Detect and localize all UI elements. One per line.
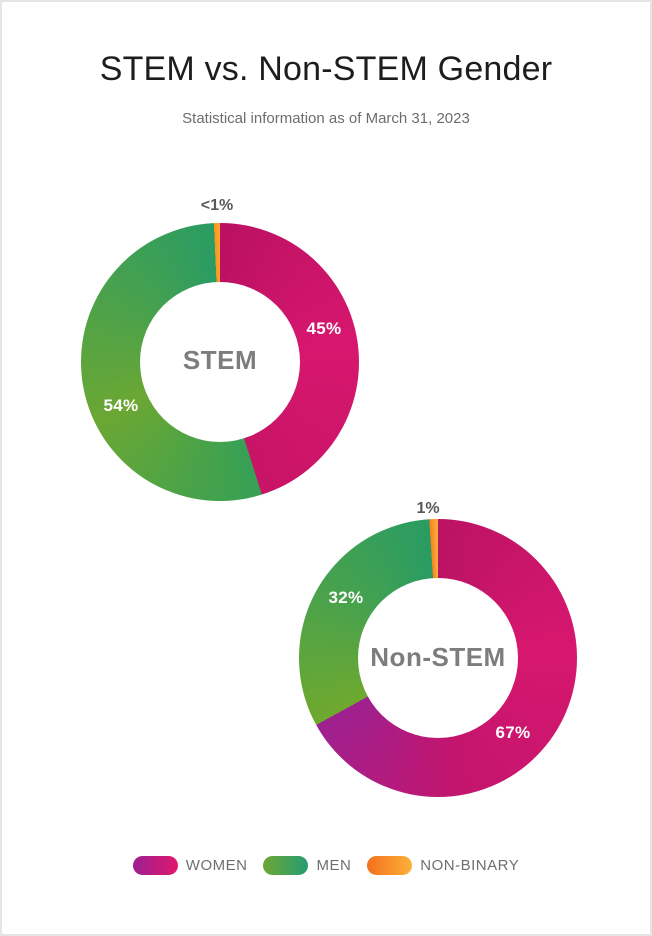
legend-label-men: MEN [316, 857, 352, 874]
nonstem-men-value-label: 32% [328, 588, 364, 607]
nonstem-donut-chart: 1% Non-STEM 67% 32% [299, 500, 577, 797]
page-subtitle: Statistical information as of March 31, … [182, 110, 470, 127]
stem-donut-chart: <1% STEM 45% 54% [81, 197, 359, 501]
men-color-swatch [263, 856, 309, 875]
legend: WOMEN MEN NON-BINARY [2, 856, 650, 875]
stem-men-value-label: 54% [103, 396, 139, 415]
women-color-swatch [132, 856, 178, 875]
legend-item-men: MEN [263, 856, 351, 875]
nonstem-women-value-label: 67% [495, 723, 531, 742]
legend-label-nonbinary: NON-BINARY [420, 857, 520, 874]
legend-item-nonbinary: NON-BINARY [367, 856, 519, 875]
legend-label-women: WOMEN [185, 857, 248, 874]
page-title: STEM vs. Non-STEM Gender [99, 50, 553, 88]
nonstem-nonbinary-callout: 1% [416, 500, 440, 517]
stem-center-label: STEM [182, 345, 258, 375]
stem-nonbinary-callout: <1% [200, 197, 234, 214]
stem-women-value-label: 45% [306, 319, 342, 338]
nonstem-center-label: Non-STEM [370, 642, 506, 672]
nonstem-donut-hole [358, 578, 518, 738]
nonbinary-color-swatch [367, 856, 413, 875]
stem-donut-hole [140, 282, 300, 442]
legend-item-women: WOMEN [132, 856, 248, 875]
